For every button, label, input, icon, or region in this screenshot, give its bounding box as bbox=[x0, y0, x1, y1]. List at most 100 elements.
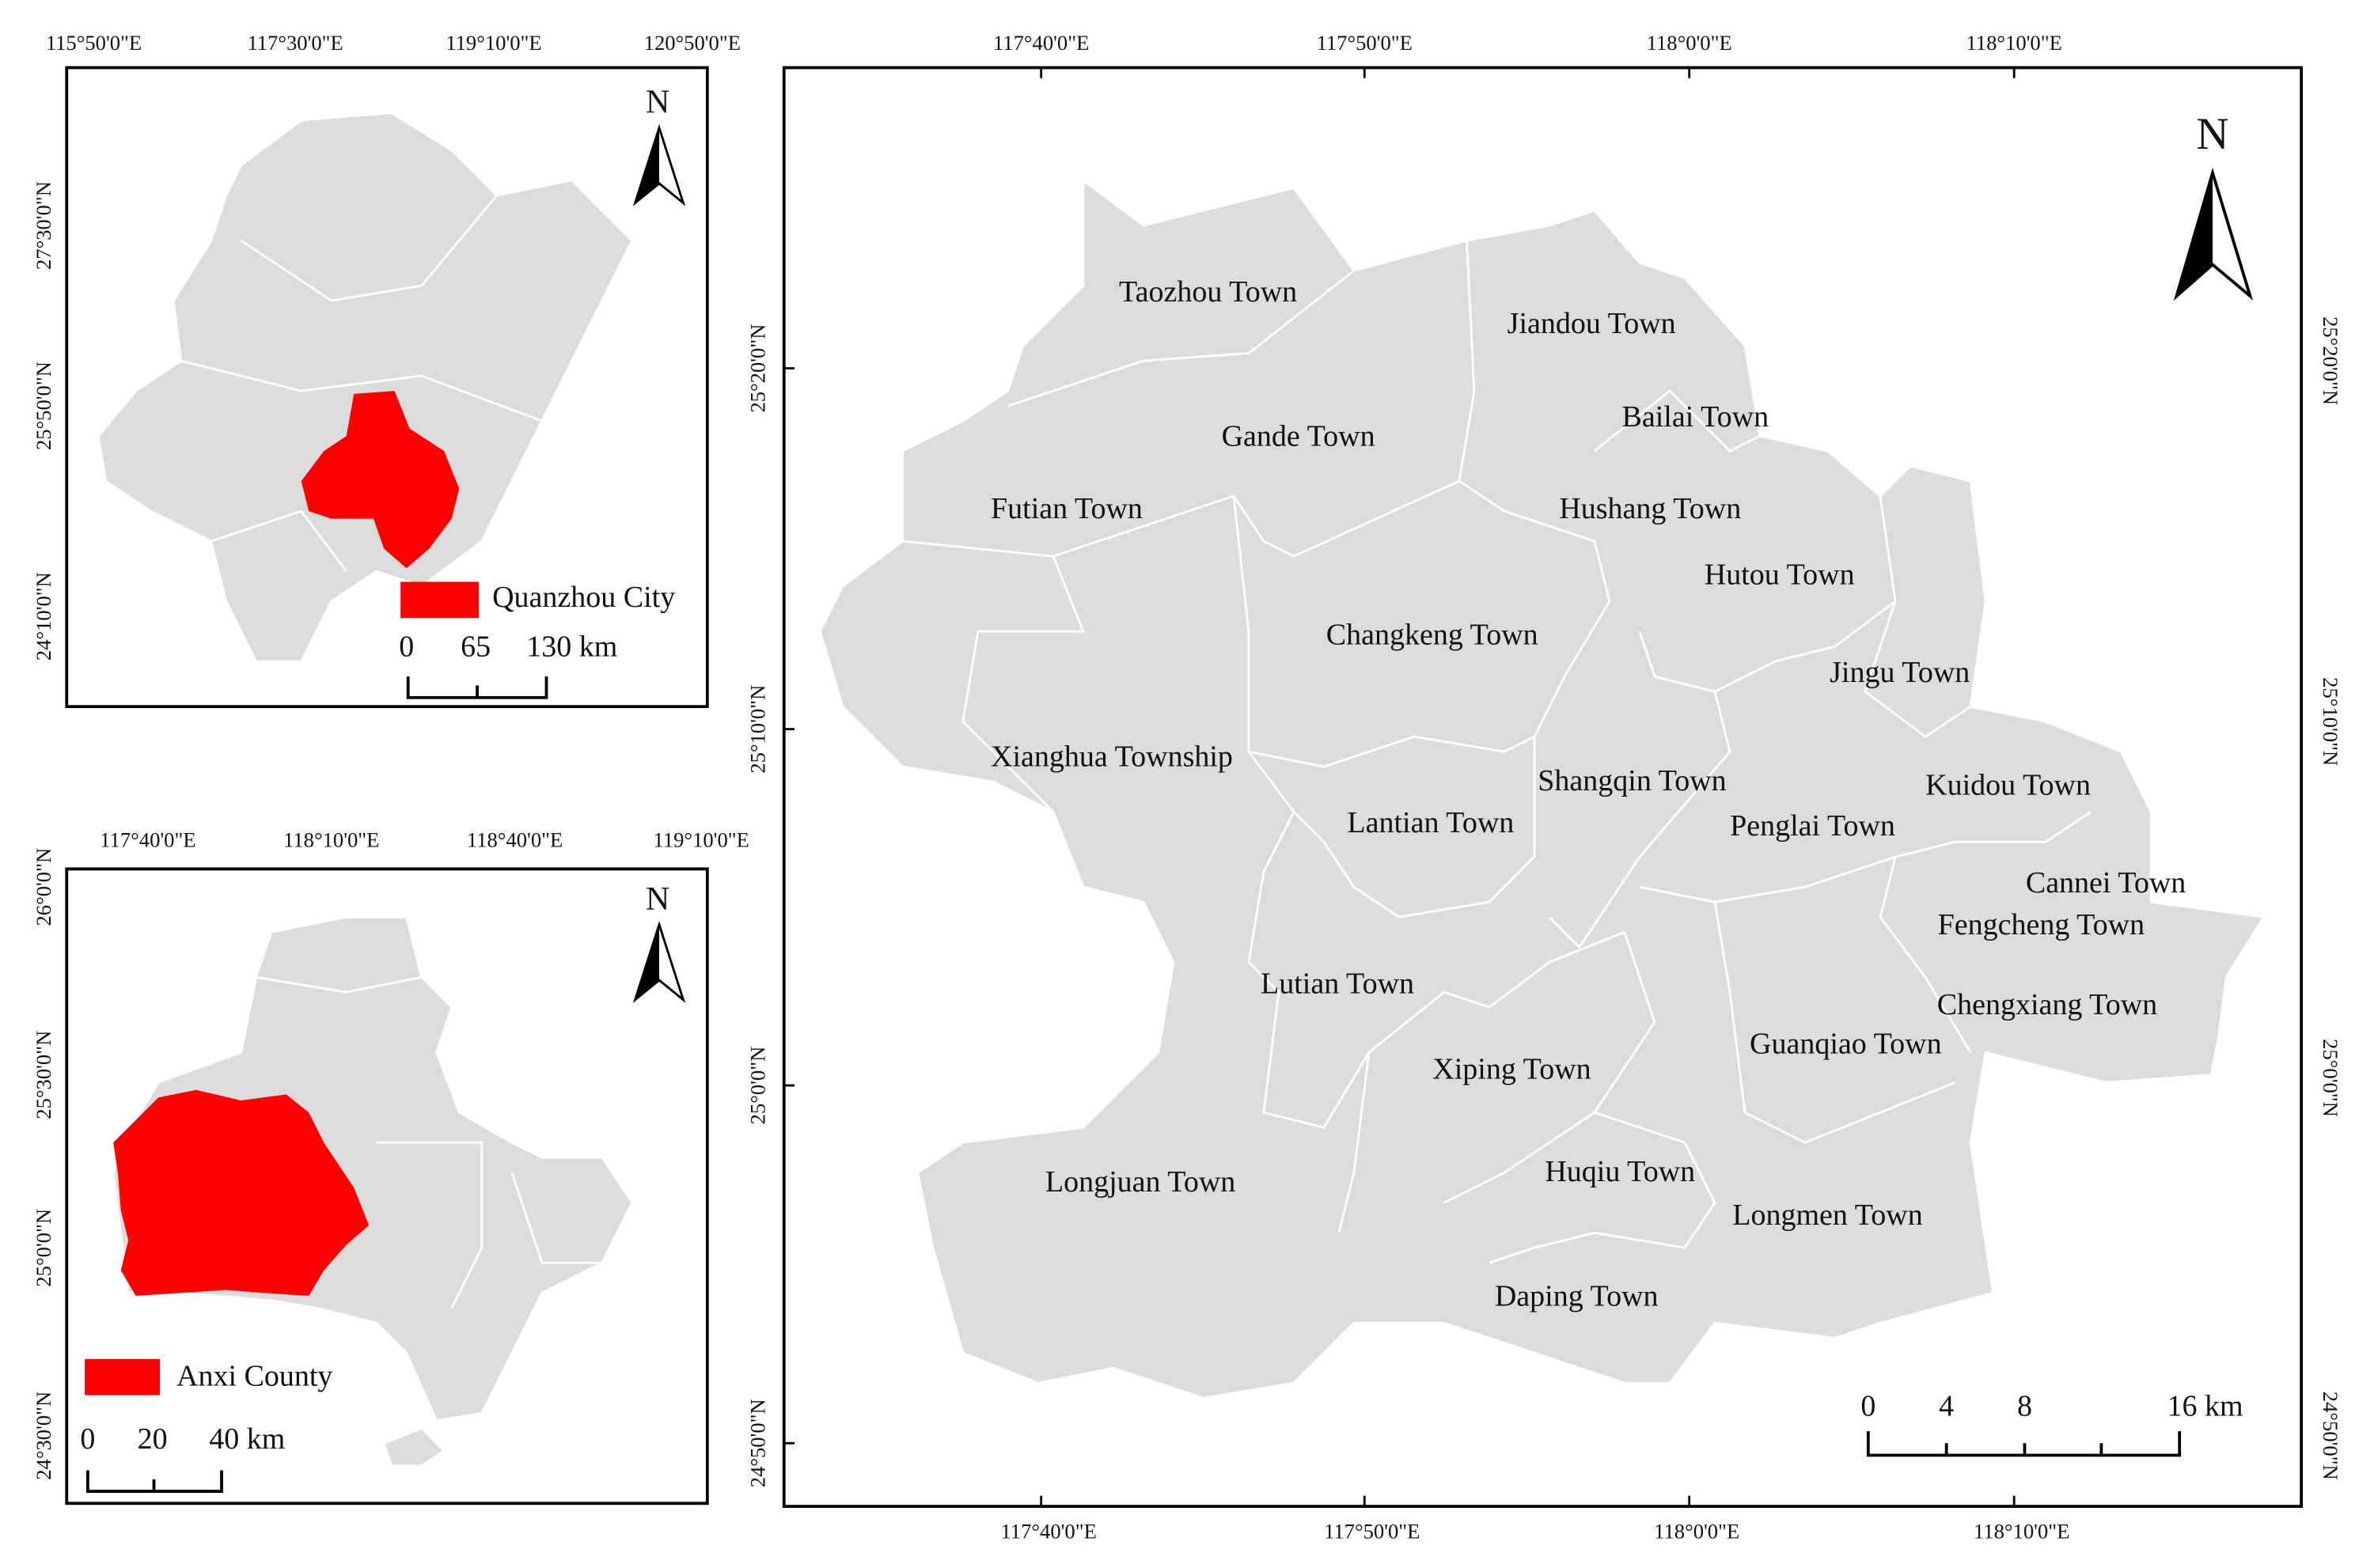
lat-label: 26°0'0"N bbox=[32, 848, 55, 926]
town-labels: Taozhou Town Jiandou Town Bailai Town Gande… bbox=[991, 275, 2186, 1312]
lat-label: 24°10'0"N bbox=[32, 572, 55, 661]
town-label: Lutian Town bbox=[1261, 967, 1414, 1000]
town-label: Penglai Town bbox=[1730, 809, 1895, 843]
scale-label: 8 bbox=[2017, 1389, 2032, 1422]
scale-label: 0 bbox=[399, 631, 414, 664]
lat-label: 25°0'0"N bbox=[2319, 1039, 2342, 1117]
lon-label: 118°0'0"E bbox=[1647, 31, 1732, 55]
town-label: Gande Town bbox=[1222, 420, 1375, 453]
north-label: N bbox=[2196, 109, 2228, 159]
boundary bbox=[1458, 240, 1611, 602]
town-label: Longmen Town bbox=[1732, 1199, 1922, 1232]
lon-label: 117°50'0"E bbox=[1324, 1519, 1420, 1543]
boundary bbox=[240, 195, 498, 302]
town-label: Guanqiao Town bbox=[1750, 1027, 1942, 1060]
boundary bbox=[1594, 389, 1761, 453]
lat-label: 25°30'0"N bbox=[32, 1031, 55, 1119]
anxi-highlight bbox=[113, 1089, 370, 1297]
lon-label: 118°10'0"E bbox=[1966, 31, 2061, 55]
town-label: Kuidou Town bbox=[1925, 768, 2091, 801]
boundary bbox=[1879, 856, 1972, 1053]
legend-swatch bbox=[400, 581, 479, 619]
scale-bar bbox=[1866, 1431, 2182, 1457]
lat-label: 25°0'0"N bbox=[32, 1209, 55, 1287]
lat-label: 25°0'0"N bbox=[745, 1047, 769, 1125]
lon-label: 117°40'0"E bbox=[1001, 1519, 1097, 1543]
town-label: Longjuan Town bbox=[1045, 1165, 1235, 1199]
main-map: 117°40'0"E 117°50'0"E 118°0'0"E 118°10'0… bbox=[745, 31, 2342, 1543]
boundary bbox=[961, 555, 1085, 813]
lon-label: 117°30'0"E bbox=[247, 31, 343, 55]
lat-label: 25°20'0"N bbox=[745, 324, 769, 413]
town-label: Hushang Town bbox=[1559, 492, 1741, 525]
legend-swatch bbox=[85, 1358, 161, 1396]
lat-label: 25°10'0"N bbox=[2319, 677, 2342, 766]
town-label: Hutou Town bbox=[1705, 558, 1855, 591]
town-label: Huqiu Town bbox=[1545, 1155, 1695, 1188]
boundary bbox=[256, 975, 423, 994]
frame bbox=[65, 66, 709, 709]
tick-group bbox=[783, 67, 2016, 1507]
lon-label: 118°0'0"E bbox=[1654, 1519, 1739, 1543]
scale-label: 0 bbox=[1860, 1389, 1875, 1422]
town-label: Daping Town bbox=[1495, 1280, 1659, 1313]
town-label: Fengcheng Town bbox=[1938, 908, 2145, 941]
scale-bar bbox=[85, 1470, 223, 1493]
town-label: Lantian Town bbox=[1347, 806, 1514, 839]
scale-label: 40 km bbox=[209, 1422, 285, 1456]
boundary bbox=[1292, 600, 1611, 918]
north-arrow-half bbox=[635, 127, 660, 203]
lat-label: 27°30'0"N bbox=[32, 181, 55, 270]
scale-label: 130 km bbox=[526, 631, 617, 664]
boundary bbox=[510, 1172, 602, 1264]
boundary bbox=[1713, 901, 1956, 1144]
town-label: Futian Town bbox=[991, 492, 1143, 525]
boundary bbox=[1337, 1052, 1371, 1233]
lon-label: 117°40'0"E bbox=[993, 31, 1089, 55]
lon-label: 118°40'0"E bbox=[467, 828, 563, 851]
scale-label: 0 bbox=[80, 1422, 95, 1456]
boundary bbox=[1548, 691, 1731, 949]
boundary bbox=[1248, 735, 1535, 768]
scale-label: 4 bbox=[1939, 1389, 1954, 1422]
town-label: Jiandou Town bbox=[1508, 307, 1676, 340]
town-label: Jingu Town bbox=[1830, 656, 1970, 689]
north-label: N bbox=[646, 881, 669, 918]
lon-label: 117°40'0"E bbox=[100, 828, 195, 851]
inset-fujian: 115°50'0"E 117°30'0"E 119°10'0"E 120°50'… bbox=[32, 31, 741, 709]
boundary bbox=[376, 1141, 484, 1309]
lat-label: 25°10'0"N bbox=[745, 685, 769, 774]
county-shape bbox=[818, 178, 2266, 1399]
lat-label: 25°50'0"N bbox=[32, 362, 55, 450]
island-shape bbox=[382, 1426, 446, 1468]
town-label: Cannei Town bbox=[2026, 866, 2186, 900]
legend-label: Anxi County bbox=[176, 1359, 332, 1392]
town-label: Bailai Town bbox=[1622, 400, 1769, 434]
town-label: Chengxiang Town bbox=[1937, 988, 2157, 1021]
lat-label: 24°50'0"N bbox=[2319, 1392, 2342, 1480]
scale-label: 65 bbox=[461, 631, 491, 664]
town-label: Changkeng Town bbox=[1326, 618, 1538, 651]
lon-label: 118°10'0"E bbox=[283, 828, 379, 851]
boundary bbox=[1232, 495, 1295, 963]
scale-label: 20 bbox=[138, 1422, 168, 1456]
town-label: Xiping Town bbox=[1432, 1053, 1591, 1086]
inset-quanzhou: 117°40'0"E 118°10'0"E 118°40'0"E 119°10'… bbox=[32, 828, 749, 1506]
lon-label: 119°10'0"E bbox=[446, 31, 541, 55]
lon-label: 118°10'0"E bbox=[1974, 1519, 2069, 1543]
lon-label: 119°10'0"E bbox=[654, 828, 749, 851]
lat-label: 25°20'0"N bbox=[2319, 316, 2342, 405]
town-label: Xianghua Township bbox=[991, 740, 1233, 773]
lat-label: 24°50'0"N bbox=[745, 1399, 769, 1487]
boundary bbox=[210, 509, 347, 572]
legend-label: Quanzhou City bbox=[492, 581, 675, 614]
boundary bbox=[180, 359, 543, 422]
quanzhou-highlight bbox=[301, 391, 460, 569]
lon-label: 117°50'0"E bbox=[1317, 31, 1413, 55]
province-shape bbox=[97, 112, 634, 663]
boundary bbox=[1007, 269, 1355, 407]
town-label: Taozhou Town bbox=[1119, 275, 1297, 309]
scale-bar bbox=[406, 676, 548, 699]
boundary bbox=[1489, 1111, 1716, 1264]
